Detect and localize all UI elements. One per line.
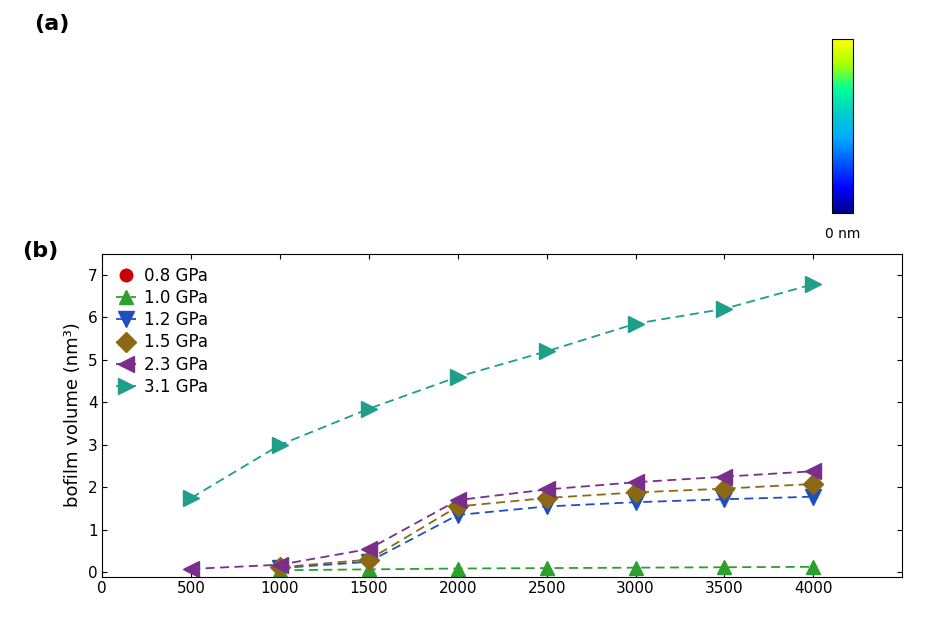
2.3 GPa: [274, 561, 286, 569]
1.2 GPa: [541, 503, 552, 510]
1.0 GPa: [274, 567, 286, 574]
Legend: 0.8 GPa, 1.0 GPa, 1.2 GPa, 1.5 GPa, 2.3 GPa, 3.1 GPa: 0.8 GPa, 1.0 GPa, 1.2 GPa, 1.5 GPa, 2.3 …: [111, 262, 213, 401]
Line: 1.5 GPa: 1.5 GPa: [273, 477, 820, 574]
1.0 GPa: [719, 564, 730, 571]
3.1 GPa: [364, 405, 375, 412]
Text: 0 nm: 0 nm: [825, 226, 860, 241]
1.5 GPa: [274, 564, 286, 571]
1.2 GPa: [807, 493, 818, 500]
1.0 GPa: [364, 565, 375, 573]
2.3 GPa: [807, 467, 818, 475]
3.1 GPa: [186, 494, 197, 502]
2.3 GPa: [186, 565, 197, 573]
3.1 GPa: [541, 348, 552, 355]
1.2 GPa: [452, 512, 463, 519]
Text: (a): (a): [34, 14, 70, 35]
Text: (b): (b): [22, 241, 59, 260]
3.1 GPa: [630, 320, 641, 327]
2.3 GPa: [452, 497, 463, 504]
3.1 GPa: [807, 280, 818, 288]
2.3 GPa: [719, 473, 730, 480]
1.5 GPa: [630, 489, 641, 496]
1.0 GPa: [630, 564, 641, 572]
2.3 GPa: [541, 485, 552, 493]
Y-axis label: bofilm volume (nm³): bofilm volume (nm³): [64, 323, 82, 507]
1.5 GPa: [807, 480, 818, 488]
1.5 GPa: [364, 556, 375, 564]
1.0 GPa: [452, 565, 463, 572]
Line: 1.0 GPa: 1.0 GPa: [273, 560, 820, 577]
2.3 GPa: [630, 479, 641, 486]
1.2 GPa: [719, 495, 730, 503]
3.1 GPa: [274, 441, 286, 448]
1.0 GPa: [807, 563, 818, 570]
1.5 GPa: [719, 485, 730, 492]
Line: 2.3 GPa: 2.3 GPa: [183, 464, 821, 577]
Line: 1.2 GPa: 1.2 GPa: [272, 489, 821, 576]
1.5 GPa: [541, 494, 552, 502]
2.3 GPa: [364, 545, 375, 552]
1.2 GPa: [364, 558, 375, 565]
3.1 GPa: [452, 373, 463, 381]
1.0 GPa: [541, 564, 552, 572]
1.5 GPa: [452, 503, 463, 510]
Line: 3.1 GPa: 3.1 GPa: [183, 277, 821, 505]
3.1 GPa: [719, 305, 730, 312]
1.2 GPa: [274, 564, 286, 572]
1.2 GPa: [630, 498, 641, 506]
